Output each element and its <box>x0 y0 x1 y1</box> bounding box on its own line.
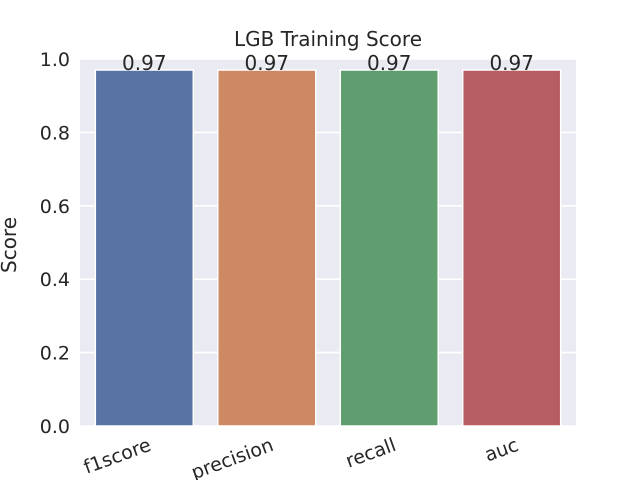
y-tick-label: 0.6 <box>40 196 70 218</box>
y-tick-label: 1.0 <box>40 49 70 71</box>
bars <box>94 69 562 427</box>
data-label-f1score: 0.97 <box>122 51 167 75</box>
data-label-recall: 0.97 <box>367 51 412 75</box>
y-tick-labels: 0.0 0.2 0.4 0.6 0.8 1.0 <box>40 49 70 438</box>
chart-title: LGB Training Score <box>234 27 422 51</box>
x-tick-label-precision: precision <box>188 434 276 480</box>
y-tick-label: 0.8 <box>40 122 70 144</box>
x-tick-labels: f1score precision recall auc <box>81 434 522 480</box>
data-labels: 0.97 0.97 0.97 0.97 <box>122 51 534 75</box>
bar-f1score <box>94 69 195 427</box>
x-tick-label-recall: recall <box>343 434 399 472</box>
data-label-auc: 0.97 <box>489 51 534 75</box>
data-label-precision: 0.97 <box>244 51 289 75</box>
x-tick-label-f1score: f1score <box>81 434 154 479</box>
bar-precision <box>217 69 317 427</box>
y-axis-label: Score <box>0 217 21 273</box>
x-tick-label-auc: auc <box>482 434 522 466</box>
y-tick-label: 0.4 <box>40 269 70 291</box>
y-tick-label: 0.2 <box>40 343 70 365</box>
y-tick-label: 0.0 <box>40 416 70 438</box>
bar-auc <box>461 69 562 427</box>
bar-recall <box>339 69 439 427</box>
